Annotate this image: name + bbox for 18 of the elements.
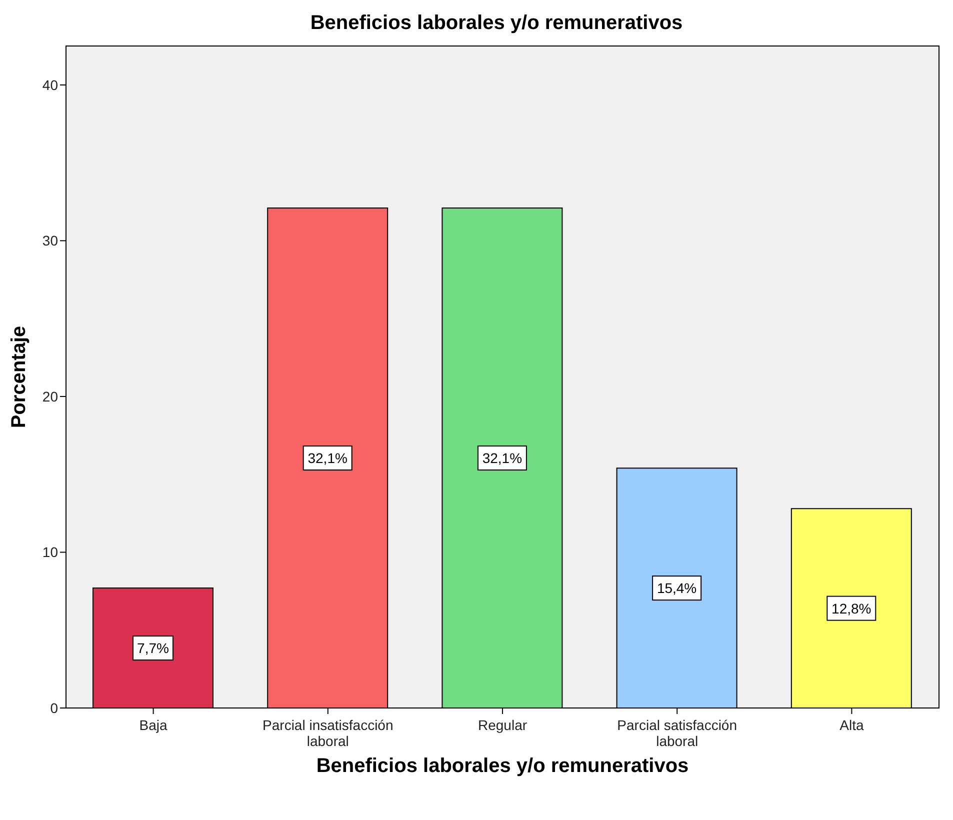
- chart-title: Beneficios laborales y/o remunerativos: [309, 11, 684, 36]
- x-tick-label: Regular: [478, 717, 528, 733]
- data-label: 12,8%: [832, 600, 872, 616]
- x-tick-label: Parcial satisfacción laboral: [617, 717, 738, 749]
- y-tick-label: 0: [50, 700, 58, 716]
- x-tick-label: Parcial insatisfacción laboral: [262, 717, 394, 749]
- y-tick-label: 40: [42, 76, 58, 93]
- x-axis-title: Beneficios laborales y/o remunerativos: [316, 755, 689, 777]
- data-label: 32,1%: [482, 450, 522, 466]
- data-label: 7,7%: [137, 640, 169, 656]
- y-tick-label: 20: [42, 388, 58, 404]
- y-tick-label: 10: [42, 544, 58, 560]
- y-axis-title: Porcentaje: [8, 326, 30, 428]
- y-tick-label: 30: [42, 232, 58, 249]
- data-label: 15,4%: [656, 580, 697, 596]
- data-label: 32,1%: [308, 450, 348, 466]
- x-tick-label: Baja: [139, 717, 168, 733]
- x-tick-label: Alta: [840, 717, 864, 733]
